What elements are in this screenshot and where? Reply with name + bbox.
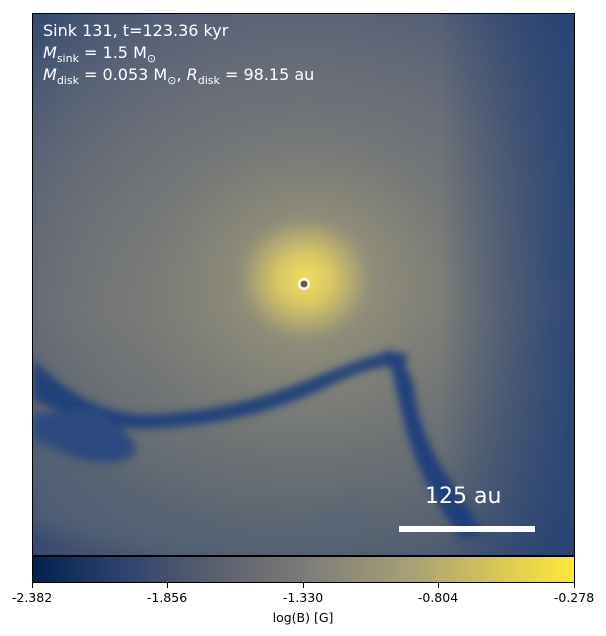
colorbar-tick [303, 583, 304, 588]
colorbar-tick [438, 583, 439, 588]
colorbar-tick [574, 583, 575, 588]
colorbar-tick-label: -1.856 [146, 590, 188, 605]
magnetic-field-map: Sink 131, t=123.36 kyr Msink = 1.5 M⊙ Md… [32, 13, 575, 556]
colorbar-tick-label: -1.330 [282, 590, 324, 605]
scale-bar [399, 526, 535, 532]
disk-info-label: Mdisk = 0.053 M⊙, Rdisk = 98.15 au [43, 65, 315, 87]
colorbar-tick [32, 583, 33, 588]
colorbar-label: log(B) [G] [272, 610, 334, 625]
colorbar [32, 556, 575, 583]
field-image [33, 14, 574, 555]
scale-bar-label: 125 au [425, 484, 502, 509]
colorbar-tick-label: -0.804 [417, 590, 459, 605]
colorbar-tick-label: -2.382 [11, 590, 53, 605]
colorbar-tick [167, 583, 168, 588]
sink-mass-label: Msink = 1.5 M⊙ [43, 43, 157, 65]
colorbar-tick-label: -0.278 [553, 590, 595, 605]
sink-info-line: Sink 131, t=123.36 kyr [43, 21, 229, 40]
